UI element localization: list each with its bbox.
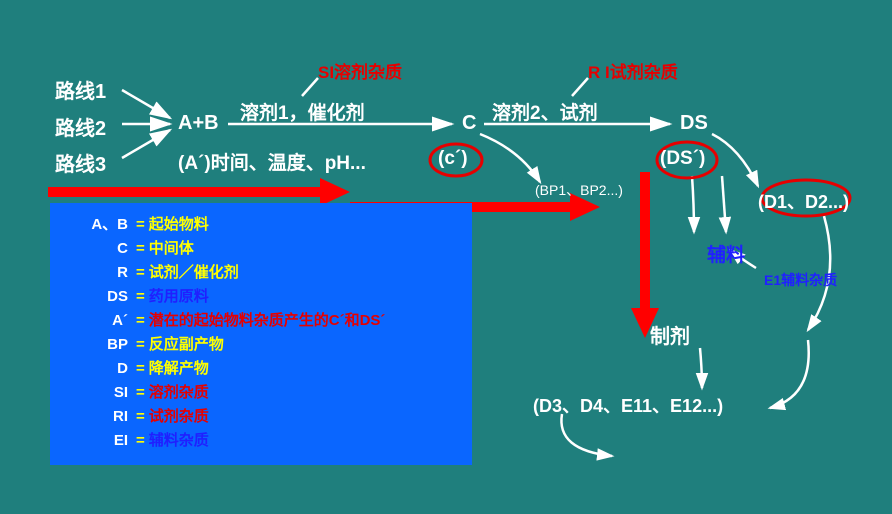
legend-row: EI =辅料杂质 xyxy=(66,429,456,453)
legend-row: R =试剂／催化剂 xyxy=(66,261,456,285)
label-a_prime: (A´)时间、温度、pH... xyxy=(178,148,366,175)
legend-value: 起始物料 xyxy=(149,213,209,237)
legend-eq: = xyxy=(136,333,145,357)
legend-value: 辅料杂质 xyxy=(149,429,209,453)
legend-value: 药用原料 xyxy=(149,285,209,309)
legend-eq: = xyxy=(136,357,145,381)
legend-key: C xyxy=(66,237,128,261)
legend-value: 试剂／催化剂 xyxy=(149,261,239,285)
legend-eq: = xyxy=(136,261,145,285)
legend-eq: = xyxy=(136,405,145,429)
legend-key: R xyxy=(66,261,128,285)
legend-box: A、B=起始物料C=中间体R=试剂／催化剂DS=药用原料A´=潜在的起始物料杂质… xyxy=(50,203,472,465)
label-dspr: (DS´) xyxy=(660,148,705,170)
legend-key: D xyxy=(66,357,128,381)
legend-value: 中间体 xyxy=(149,237,194,261)
label-r2: 路线2 xyxy=(55,112,106,141)
label-solv2: 溶剂2、试剂 xyxy=(492,98,598,125)
label-ri: R I试剂杂质 xyxy=(588,58,678,83)
label-ab: A+B xyxy=(178,112,219,135)
legend-row: A、B =起始物料 xyxy=(66,213,456,237)
label-zhiji: 制剂 xyxy=(650,320,690,349)
legend-eq: = xyxy=(136,285,145,309)
legend-key: SI xyxy=(66,381,128,405)
label-ds: DS xyxy=(680,112,708,135)
legend-row: RI =试剂杂质 xyxy=(66,405,456,429)
legend-key: BP xyxy=(66,333,128,357)
label-bp: (BP1、BP2...) xyxy=(535,180,623,200)
legend-eq: = xyxy=(136,237,145,261)
legend-value: 溶剂杂质 xyxy=(149,381,209,405)
label-d3: (D3、D4、E11、E12...) xyxy=(533,392,723,418)
legend-value: 降解产物 xyxy=(149,357,209,381)
legend-row: SI =溶剂杂质 xyxy=(66,381,456,405)
legend-value: 潜在的起始物料杂质产生的C´和DS´ xyxy=(149,309,386,333)
label-si: SI溶剂杂质 xyxy=(318,58,402,83)
legend-row: C =中间体 xyxy=(66,237,456,261)
legend-value: 反应副产物 xyxy=(149,333,224,357)
legend-key: DS xyxy=(66,285,128,309)
label-r3: 路线3 xyxy=(55,148,106,177)
legend-eq: = xyxy=(136,309,145,333)
legend-row: D =降解产物 xyxy=(66,357,456,381)
legend-row: DS =药用原料 xyxy=(66,285,456,309)
label-c: C xyxy=(462,112,476,135)
label-r1: 路线1 xyxy=(55,75,106,104)
label-e1: E1辅料杂质 xyxy=(764,270,837,290)
legend-value: 试剂杂质 xyxy=(149,405,209,429)
label-solv1: 溶剂1，催化剂 xyxy=(240,98,365,125)
legend-eq: = xyxy=(136,381,145,405)
legend-row: BP =反应副产物 xyxy=(66,333,456,357)
legend-key: EI xyxy=(66,429,128,453)
legend-key: A´ xyxy=(66,309,128,333)
legend-key: RI xyxy=(66,405,128,429)
legend-eq: = xyxy=(136,213,145,237)
label-fuliao: 辅料 xyxy=(707,240,745,267)
label-d12: (D1、D2...) xyxy=(758,188,849,214)
legend-row: A´ =潜在的起始物料杂质产生的C´和DS´ xyxy=(66,309,456,333)
label-cpr: (c´) xyxy=(438,148,468,170)
legend-eq: = xyxy=(136,429,145,453)
legend-key: A、B xyxy=(66,213,128,237)
